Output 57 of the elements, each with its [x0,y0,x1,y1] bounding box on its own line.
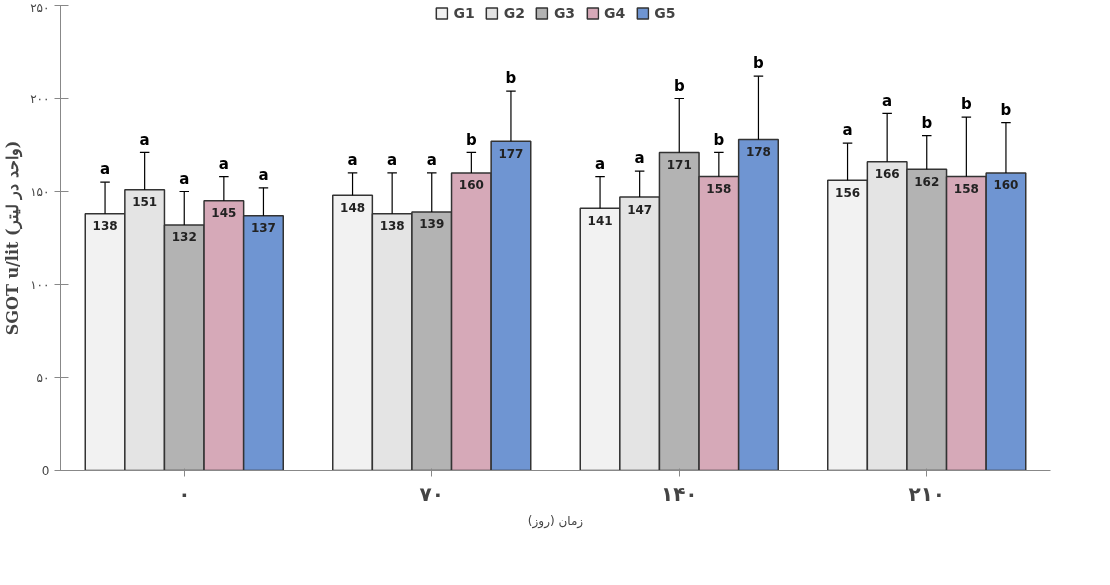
data-label: 151 [132,195,158,210]
annotation: a [99,160,111,179]
annotation: a [426,151,437,170]
data-label: 158 [706,182,732,197]
y-tick-label: ۵۰ [36,370,50,385]
y-tick-label: ۲۵۰ [30,0,50,15]
annotation: b [921,113,933,132]
y-tick-label: ۲۰۰ [30,91,50,106]
data-label: 177 [498,146,524,161]
legend-label: G2 [503,5,525,21]
annotation: a [179,169,190,188]
annotation: a [387,151,398,170]
data-label: 160 [993,178,1019,193]
data-label: 137 [250,221,276,236]
annotation: b [713,130,725,149]
y-tick-label: ۱۵۰ [30,184,50,199]
data-label: 138 [379,219,405,234]
x-tick-label: ۰ [178,481,191,506]
annotation: b [673,76,685,95]
annotation: a [594,154,606,173]
legend-label: G1 [453,5,475,21]
data-label: 139 [419,217,445,232]
data-label: 171 [666,157,692,172]
annotation: b [465,130,477,149]
x-tick-label: ۲۱۰ [908,481,946,506]
annotation: a [218,154,229,173]
annotation: b [753,54,765,73]
data-label: 148 [340,200,366,215]
data-label: 156 [835,185,861,200]
data-label: 147 [627,202,653,217]
annotation: a [347,151,358,170]
legend-label: G5 [654,5,676,21]
x-tick-label: ۱۴۰ [660,481,698,506]
legend-label: G4 [604,5,626,21]
annotation: b [1000,100,1012,119]
annotation: a [842,121,853,140]
y-tick-label: 0 [41,463,50,478]
data-label: 141 [587,213,613,228]
y-axis-title: SGOT u/lit (واحد در لیتر) [3,140,24,336]
x-axis-title: زمان (روز) [527,513,584,529]
annotation: a [634,149,645,168]
data-label: 132 [171,230,197,245]
annotation: b [505,69,517,88]
data-label: 138 [92,219,118,234]
y-tick-label: ۱۰۰ [30,277,50,292]
annotation: b [960,95,972,114]
annotation: a [258,166,269,185]
annotation: a [139,130,150,149]
data-label: 158 [953,182,979,197]
data-label: 145 [211,206,237,221]
data-label: 162 [914,174,940,189]
data-label: 160 [458,178,484,193]
annotation: a [882,91,893,110]
legend-label: G3 [553,5,576,21]
x-tick-label: ۷۰ [419,481,444,506]
data-label: 178 [745,144,771,159]
data-label: 166 [874,167,900,182]
